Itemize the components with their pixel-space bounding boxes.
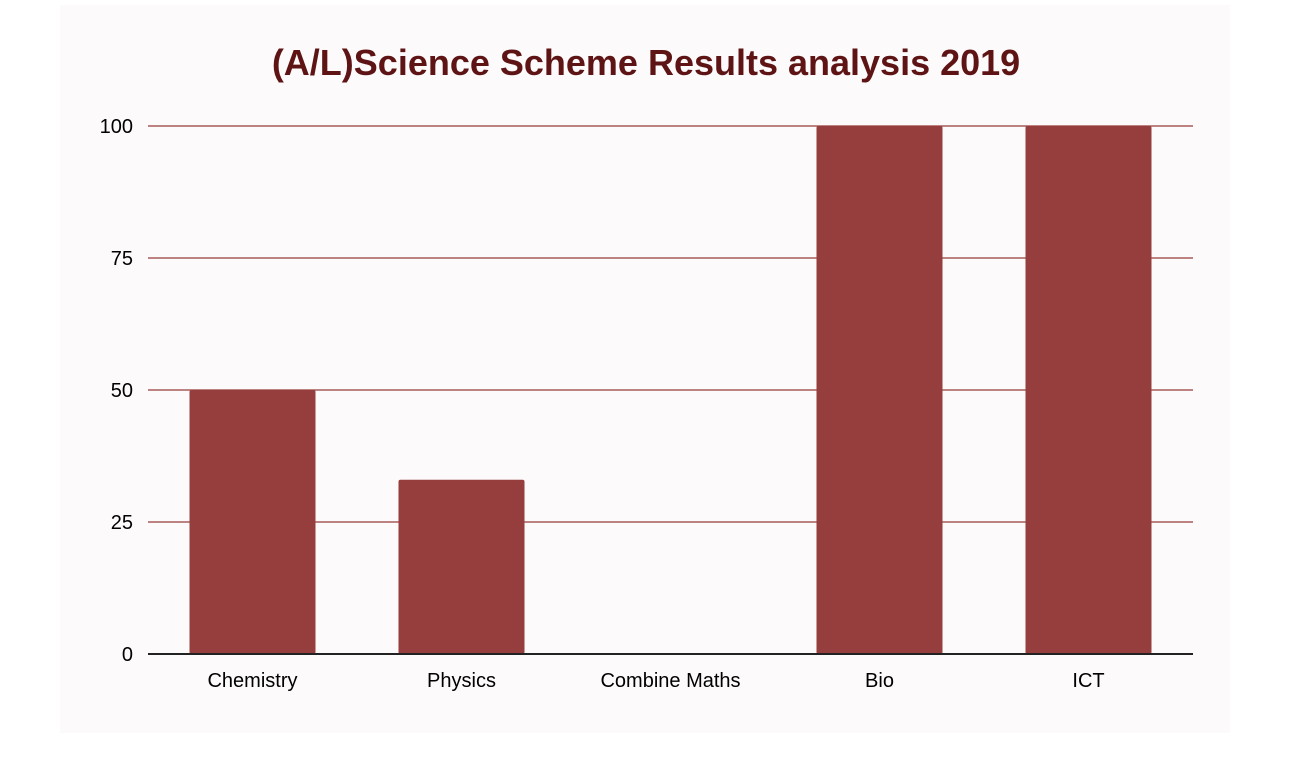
bars: [189, 126, 1152, 654]
y-tick-labels: 0 25 50 75 100: [100, 116, 133, 666]
bar-bio: [816, 126, 943, 654]
bar-chemistry: [189, 390, 316, 654]
x-tick-label: Bio: [865, 670, 894, 692]
y-tick-label: 75: [111, 248, 133, 270]
y-tick-label: 100: [100, 116, 133, 138]
bar-physics: [398, 479, 525, 654]
gridlines: [148, 125, 1193, 523]
bar-ict: [1025, 126, 1152, 654]
chart-title: (A/L)Science Scheme Results analysis 201…: [271, 42, 1021, 83]
y-tick-label: 25: [111, 512, 133, 534]
x-tick-label: Physics: [427, 670, 496, 692]
x-tick-labels: Chemistry Physics Combine Maths Bio ICT: [207, 670, 1104, 692]
x-tick-label: Combine Maths: [600, 670, 740, 692]
x-tick-label: ICT: [1072, 670, 1104, 692]
y-tick-label: 50: [111, 380, 133, 402]
x-tick-label: Chemistry: [207, 670, 297, 692]
y-tick-label: 0: [122, 644, 133, 666]
